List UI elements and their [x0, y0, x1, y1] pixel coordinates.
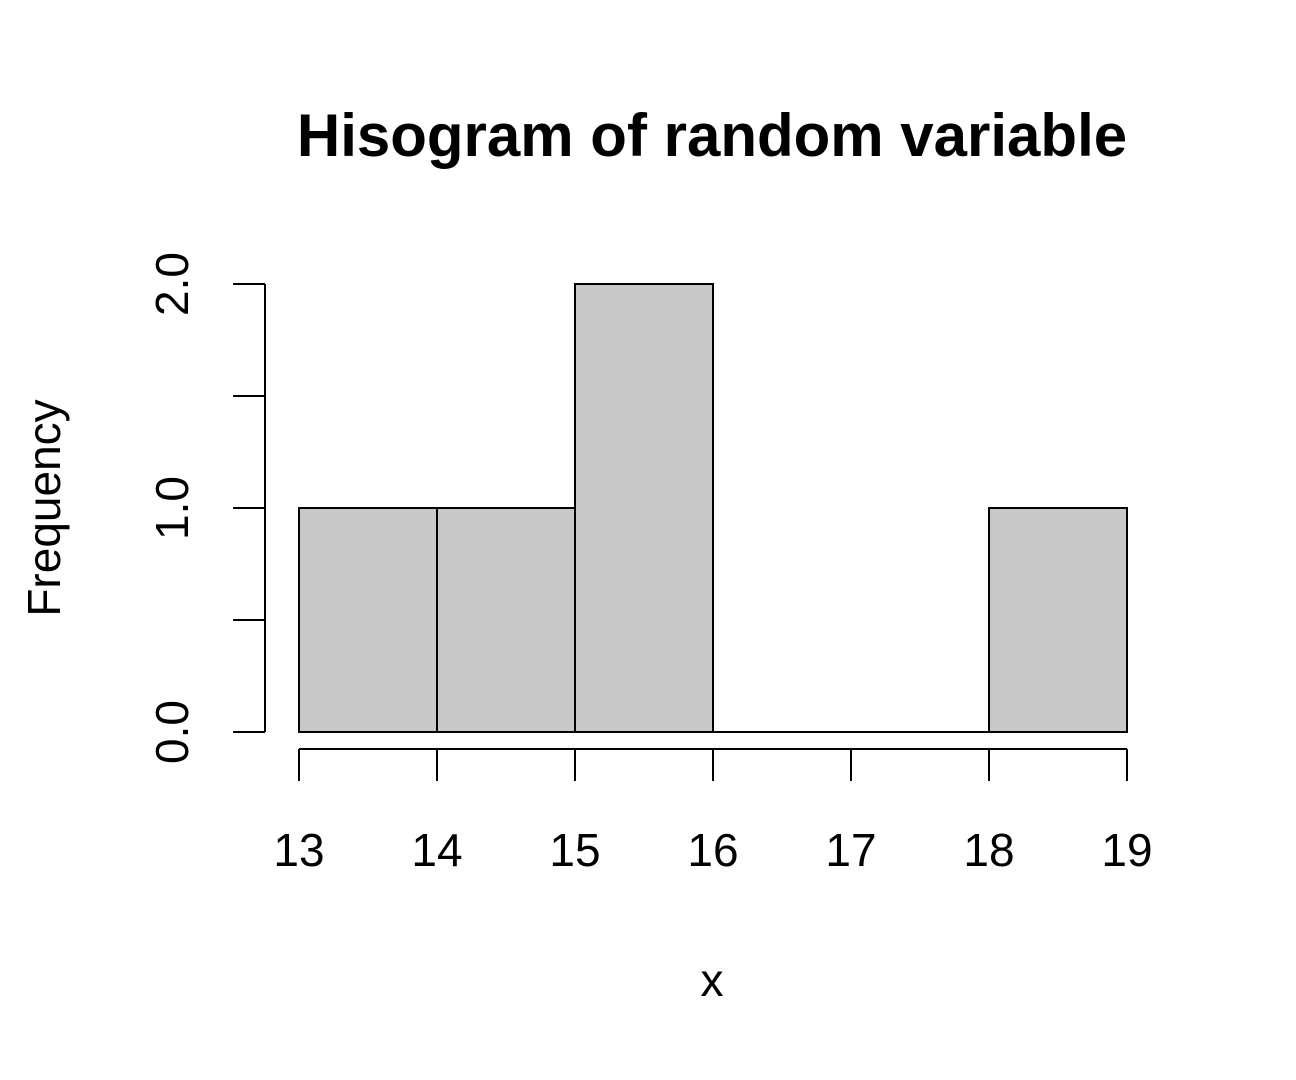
- x-tick-label-4: 17: [825, 824, 876, 876]
- x-tick-label-6: 19: [1101, 824, 1152, 876]
- y-tick-label-2: 1.0: [146, 476, 198, 540]
- histogram-bar-3: [574, 283, 714, 733]
- histogram-bar-1: [298, 507, 438, 733]
- chart-title: Hisogram of random variable: [297, 102, 1127, 169]
- x-axis: 13 14 15 16 17 18 19: [273, 748, 1153, 876]
- y-axis-label: Frequency: [18, 399, 70, 616]
- x-tick-label-0: 13: [273, 824, 324, 876]
- x-tick-label-1: 14: [411, 824, 462, 876]
- histogram-bars: [298, 283, 1128, 733]
- y-tick-label-4: 2.0: [146, 252, 198, 316]
- histogram-bar-2: [436, 507, 576, 733]
- histogram-bar-6: [988, 507, 1128, 733]
- y-tick-label-0: 0.0: [146, 700, 198, 764]
- x-tick-label-2: 15: [549, 824, 600, 876]
- y-axis: 0.0 1.0 2.0: [146, 252, 266, 764]
- x-axis-label: x: [701, 954, 724, 1006]
- x-tick-label-3: 16: [687, 824, 738, 876]
- x-tick-label-5: 18: [963, 824, 1014, 876]
